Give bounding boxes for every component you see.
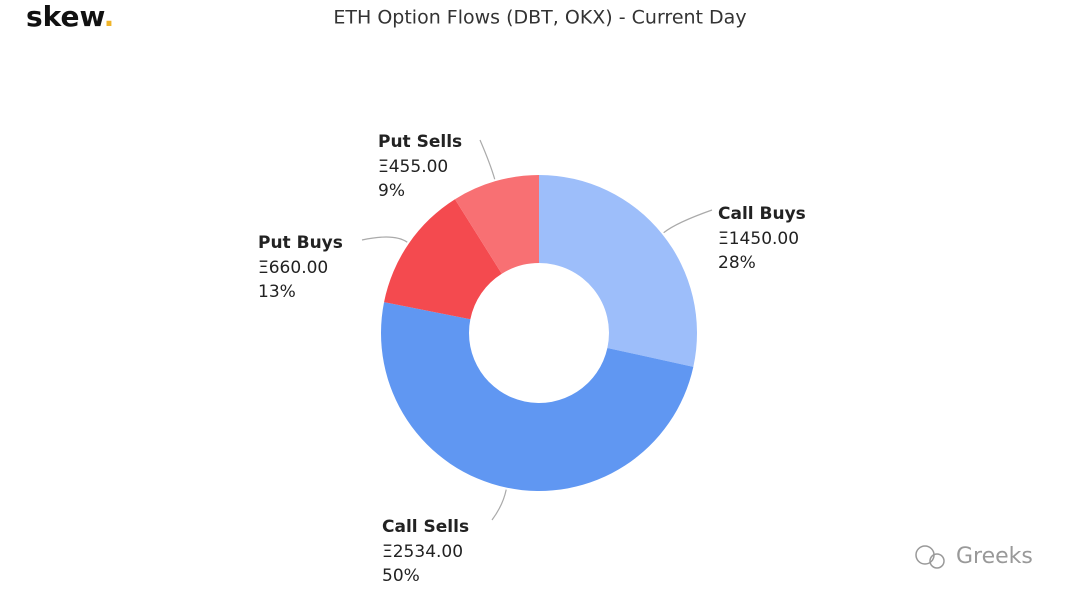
slice-label: Call Sells [382,517,469,537]
slice-label: Put Sells [378,132,462,152]
value-label: Ξ1450.00 [718,229,799,249]
logo-dot: . [104,0,115,33]
slice-label: Call Buys [718,204,806,224]
percent-label: 28% [718,253,756,273]
value-label: Ξ2534.00 [382,542,463,562]
leader-line [479,139,496,180]
logo: skew. [26,0,114,33]
percent-label: 13% [258,282,296,302]
value-label: Ξ660.00 [258,258,328,278]
watermark-text: Greeks [956,544,1033,569]
percent-label: 9% [378,181,405,201]
slice-label: Put Buys [258,233,343,253]
logo-text: skew [26,0,105,33]
slice [454,175,539,274]
leader-line [663,209,713,234]
watermark-icon [915,545,935,565]
slice [539,175,698,367]
watermark: Greeks [915,544,1033,569]
percent-label: 50% [382,566,420,586]
slice [384,199,502,320]
watermark-icon [929,553,945,569]
value-label: Ξ455.00 [378,157,448,177]
leader-line [491,489,507,521]
leader-line [361,236,408,243]
chart-title: ETH Option Flows (DBT, OKX) - Current Da… [333,7,746,29]
slice [380,302,694,492]
